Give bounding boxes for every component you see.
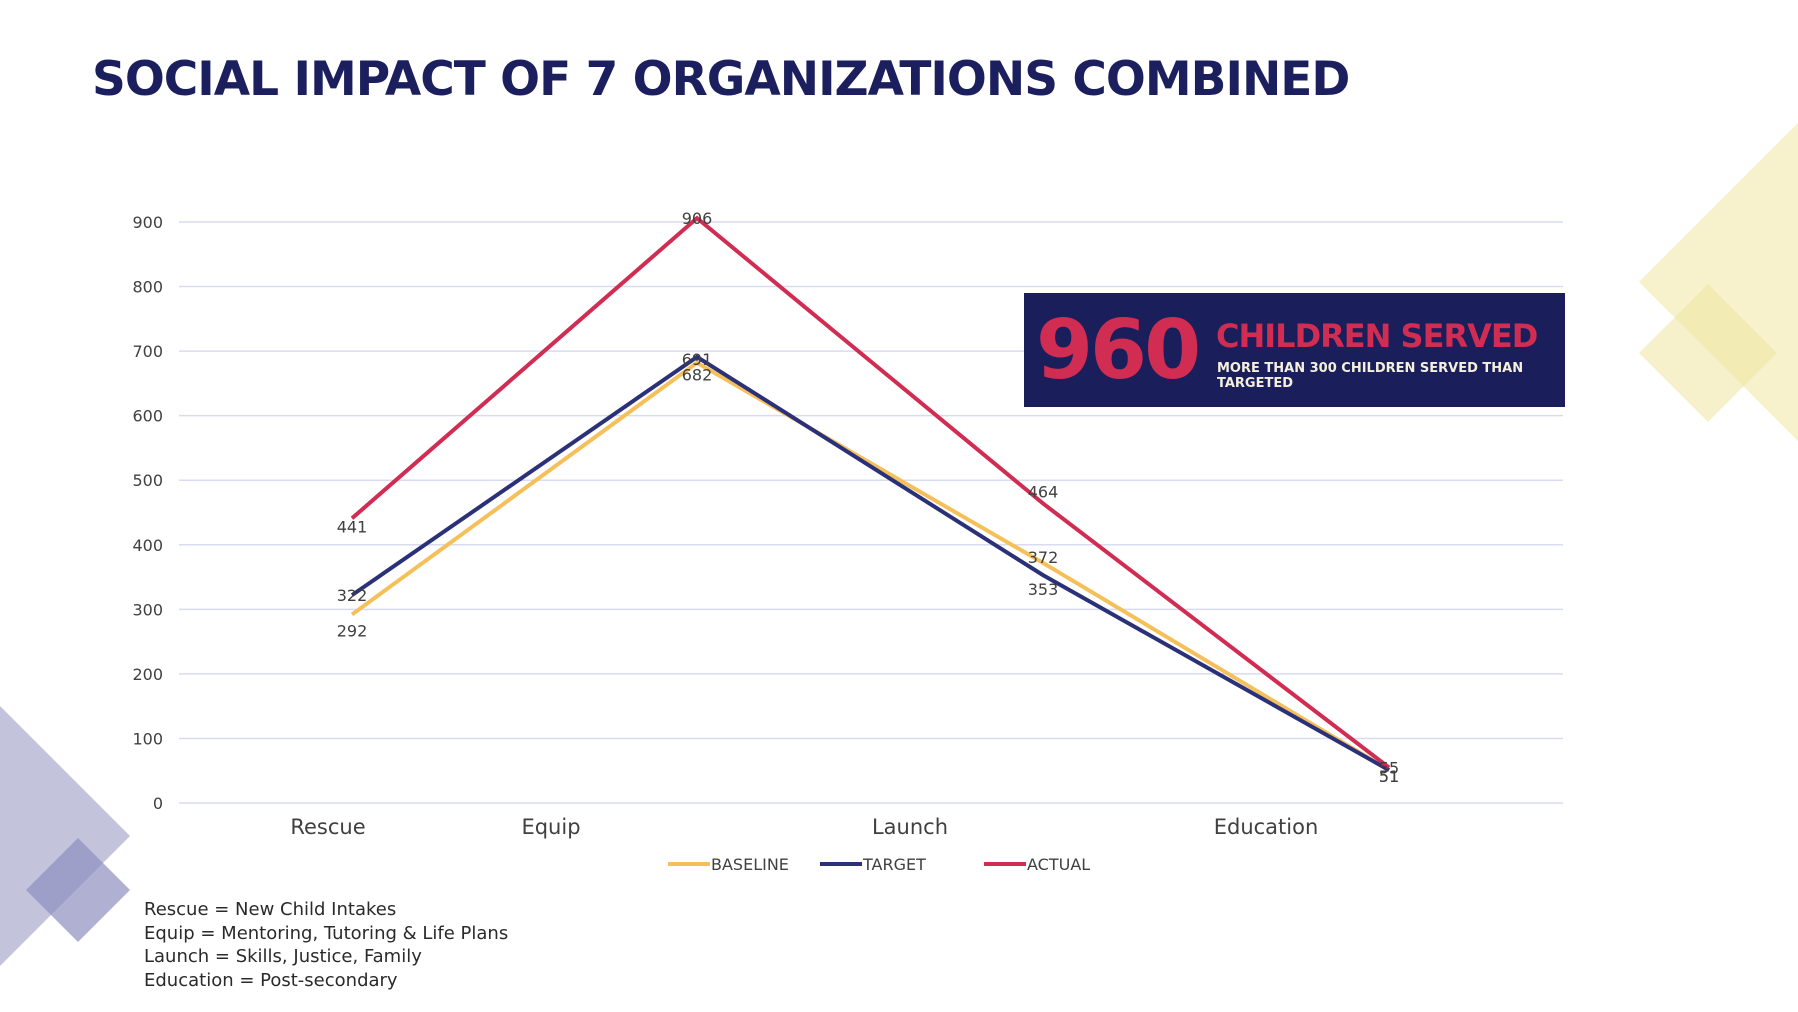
data-label-target: 353	[1028, 580, 1059, 599]
series-line-baseline	[350, 360, 1391, 772]
data-label-target: 51	[1379, 767, 1399, 786]
deco-diamond-right-small	[1639, 284, 1777, 422]
data-label-baseline: 372	[1028, 548, 1059, 567]
y-tick-label: 500	[132, 471, 163, 490]
note-rescue: Rescue = New Child Intakes	[144, 899, 397, 920]
data-label-actual: 906	[682, 209, 713, 228]
x-axis-ticks: Rescue Equip Launch Education	[290, 815, 1318, 839]
category-definitions: Rescue = New Child Intakes Equip = Mento…	[144, 898, 508, 992]
y-tick-label: 700	[132, 342, 163, 361]
data-label-actual: 55	[1379, 758, 1399, 777]
data-label-target: 322	[337, 586, 368, 605]
series-lines	[350, 215, 1391, 772]
legend-label-target: TARGET	[862, 855, 926, 874]
series-line-actual	[350, 215, 1391, 770]
y-tick-label: 100	[132, 729, 163, 748]
note-launch: Launch = Skills, Justice, Family	[144, 946, 422, 967]
y-axis-ticks: 0 100 200 300 400 500 600 700 800 900	[132, 213, 163, 813]
deco-diamond-left-large	[0, 706, 130, 966]
data-label-actual: 441	[337, 517, 368, 536]
y-tick-label: 800	[132, 278, 163, 297]
y-tick-label: 600	[132, 407, 163, 426]
legend-label-actual: ACTUAL	[1027, 855, 1090, 874]
data-label-target: 691	[682, 350, 713, 369]
x-tick-label-rescue: Rescue	[290, 815, 365, 839]
series-line-target	[350, 354, 1390, 772]
children-served-callout: 960 CHILDREN SERVED MORE THAN 300 CHILDR…	[1024, 293, 1565, 407]
x-tick-label-equip: Equip	[521, 815, 580, 839]
data-label-baseline: 682	[682, 366, 713, 385]
note-equip: Equip = Mentoring, Tutoring & Life Plans	[144, 922, 509, 944]
y-tick-label: 400	[132, 536, 163, 555]
deco-diamond-left-small	[26, 838, 130, 942]
y-tick-label: 0	[153, 794, 163, 813]
note-education: Education = Post-secondary	[144, 969, 398, 991]
data-label-baseline: 51	[1379, 767, 1399, 786]
callout-subtext: MORE THAN 300 CHILDREN SERVED THAN TARGE…	[1217, 361, 1524, 391]
callout-headline: CHILDREN SERVED	[1216, 317, 1538, 355]
legend: BASELINE TARGET ACTUAL	[668, 855, 1090, 874]
legend-label-baseline: BASELINE	[711, 855, 789, 874]
x-tick-label-launch: Launch	[872, 815, 948, 839]
x-tick-label-education: Education	[1214, 815, 1319, 839]
callout-number: 960	[1036, 303, 1201, 398]
y-tick-label: 900	[132, 213, 163, 232]
y-tick-label: 200	[132, 665, 163, 684]
slide-title: SOCIAL IMPACT OF 7 ORGANIZATIONS COMBINE…	[92, 52, 1350, 107]
data-label-baseline: 292	[337, 621, 368, 640]
y-tick-label: 300	[132, 600, 163, 619]
data-label-actual: 464	[1028, 482, 1059, 501]
